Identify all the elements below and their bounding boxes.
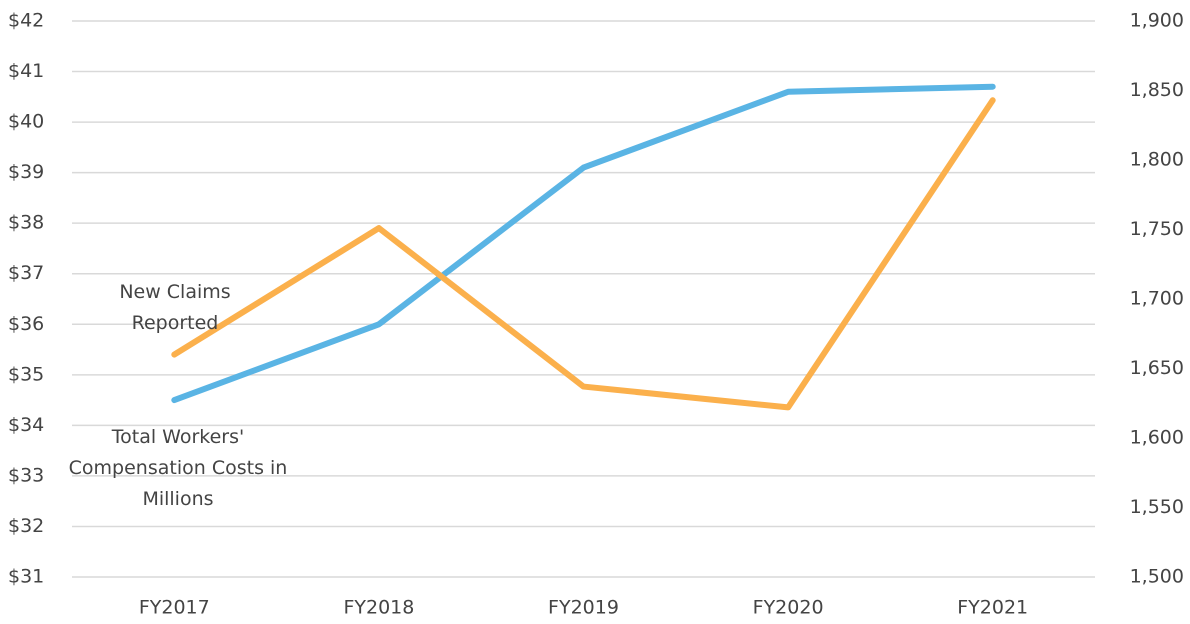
y-tick-label: $41 bbox=[8, 60, 44, 82]
series-line bbox=[171, 83, 996, 404]
y2-tick-label: 1,850 bbox=[1130, 79, 1184, 101]
y2-tick-label: 1,900 bbox=[1130, 10, 1184, 32]
y2-tick-label: 1,800 bbox=[1130, 149, 1184, 171]
series-line bbox=[171, 97, 996, 411]
x-tick-label: FY2021 bbox=[957, 597, 1028, 619]
series-label: Total Workers' Compensation Costs in Mil… bbox=[68, 426, 288, 510]
y-tick-label: $39 bbox=[8, 161, 44, 183]
y2-tick-label: 1,600 bbox=[1130, 427, 1184, 449]
y-tick-label: $35 bbox=[8, 363, 44, 385]
y-tick-label: $31 bbox=[8, 566, 44, 588]
x-tick-label: FY2018 bbox=[343, 597, 414, 619]
y-tick-label: $32 bbox=[8, 515, 44, 537]
y2-tick-label: 1,650 bbox=[1130, 357, 1184, 379]
y-tick-label: $33 bbox=[8, 464, 44, 486]
y-tick-label: $34 bbox=[8, 414, 44, 436]
y2-tick-label: 1,500 bbox=[1130, 566, 1184, 588]
y-tick-label: $40 bbox=[8, 111, 44, 133]
y-tick-label: $37 bbox=[8, 262, 44, 284]
y-tick-label: $36 bbox=[8, 313, 44, 335]
y2-tick-label: 1,550 bbox=[1130, 496, 1184, 518]
y2-tick-label: 1,700 bbox=[1130, 288, 1184, 310]
x-tick-label: FY2017 bbox=[139, 597, 210, 619]
x-tick-label: FY2020 bbox=[753, 597, 824, 619]
y-tick-label: $38 bbox=[8, 212, 44, 234]
y-tick-label: $42 bbox=[8, 10, 44, 32]
y2-tick-label: 1,750 bbox=[1130, 218, 1184, 240]
x-tick-label: FY2019 bbox=[548, 597, 619, 619]
series-label: New Claims Reported bbox=[119, 281, 231, 334]
